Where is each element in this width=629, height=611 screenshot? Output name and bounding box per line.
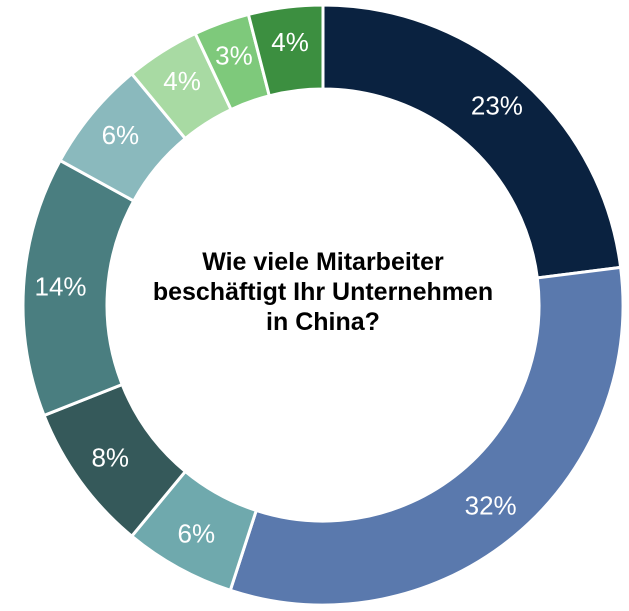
donut-segment (228, 265, 625, 607)
data-label: 6% (102, 120, 140, 150)
data-label: 23% (471, 91, 523, 121)
data-label: 3% (215, 40, 253, 70)
data-label: 32% (465, 491, 517, 521)
data-label: 6% (178, 518, 216, 548)
data-label: 4% (163, 66, 201, 96)
donut-segment (246, 3, 325, 98)
donut-segment (321, 3, 623, 280)
data-label: 8% (91, 442, 129, 472)
chart-title: Wie viele Mitarbeiter beschäftigt Ihr Unt… (153, 248, 493, 336)
data-label: 4% (271, 27, 309, 57)
data-label: 14% (34, 271, 86, 301)
